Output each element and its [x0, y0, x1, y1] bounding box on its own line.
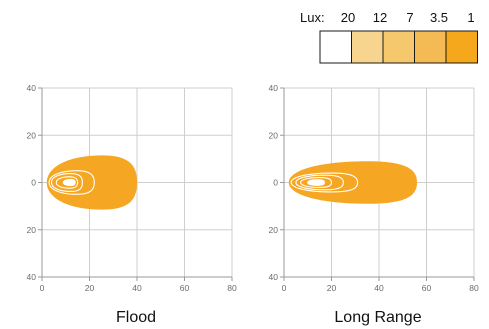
- x-tick-label: 40: [374, 283, 384, 293]
- legend-level-label: 1: [467, 10, 474, 25]
- x-tick-label: 80: [227, 283, 237, 293]
- y-tick-label: 40: [269, 272, 279, 282]
- x-tick-label: 0: [282, 283, 287, 293]
- legend-level-label: 12: [373, 10, 387, 25]
- x-tick-label: 0: [40, 283, 45, 293]
- legend-swatches: [319, 30, 478, 64]
- lux-legend: Lux: 20 12 7 3.5 1: [300, 10, 478, 64]
- contour-lux-20: [62, 178, 76, 187]
- y-tick-label: 20: [269, 225, 279, 235]
- x-tick-label: 60: [422, 283, 432, 293]
- y-tick-label: 40: [27, 272, 37, 282]
- legend-level-label: 7: [406, 10, 413, 25]
- y-tick-label: 20: [269, 130, 279, 140]
- x-tick-label: 20: [327, 283, 337, 293]
- y-tick-label: 0: [31, 178, 36, 188]
- legend-swatch: [319, 30, 352, 64]
- flood-title: Flood: [116, 309, 156, 326]
- y-tick-label: 20: [27, 225, 37, 235]
- long-range-contours: [288, 161, 417, 204]
- y-tick-label: 40: [27, 83, 37, 93]
- legend-labels: 20 12 7 3.5 1: [341, 10, 475, 25]
- legend-swatch: [414, 30, 447, 64]
- y-tick-label: 20: [27, 130, 37, 140]
- flood-contours: [46, 155, 137, 210]
- legend-swatch: [382, 30, 415, 64]
- x-tick-label: 60: [180, 283, 190, 293]
- long-range-title: Long Range: [334, 309, 421, 326]
- legend-swatch: [351, 30, 384, 64]
- legend-level-label: 3.5: [430, 10, 448, 25]
- x-tick-label: 20: [85, 283, 95, 293]
- contour-lux-20: [307, 179, 325, 186]
- legend-level-label: 20: [341, 10, 355, 25]
- legend-swatch: [445, 30, 478, 64]
- x-tick-label: 40: [132, 283, 142, 293]
- y-tick-label: 40: [269, 83, 279, 93]
- legend-title: Lux:: [300, 10, 325, 25]
- x-tick-label: 80: [469, 283, 479, 293]
- y-tick-label: 0: [273, 178, 278, 188]
